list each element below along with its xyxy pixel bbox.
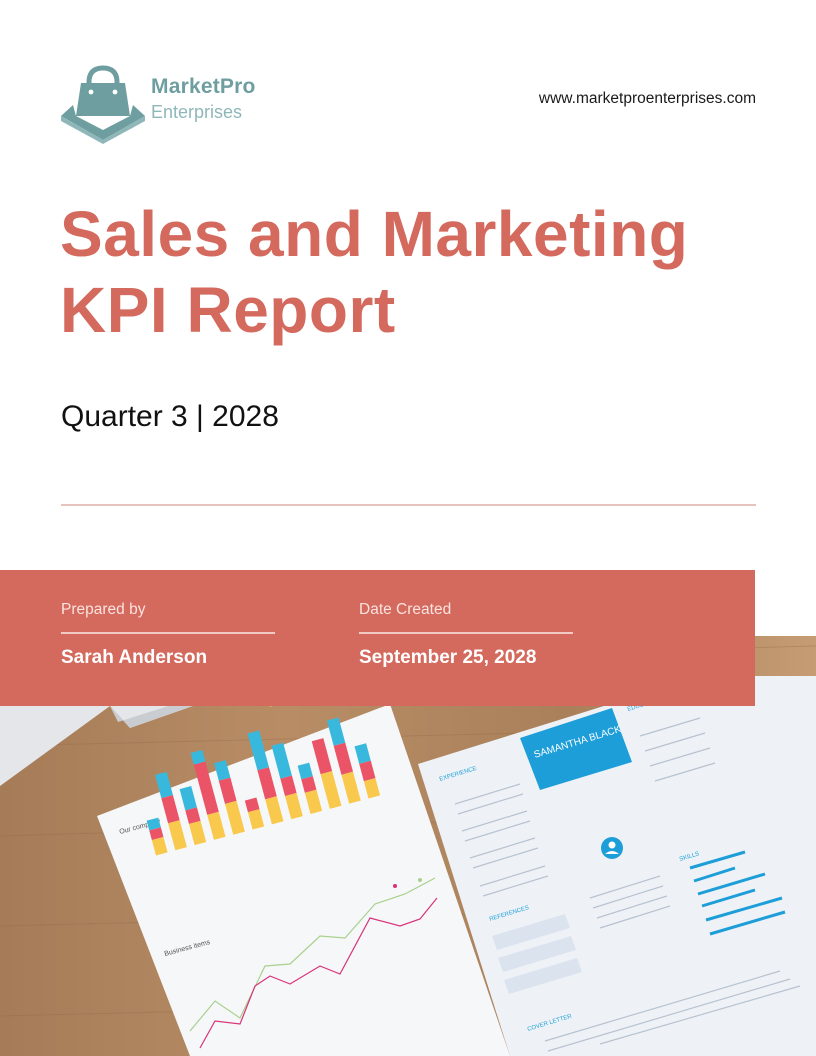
prepared-by-underline bbox=[61, 632, 275, 634]
brand-name: MarketPro bbox=[151, 75, 256, 98]
shopping-bag-icon bbox=[61, 65, 145, 144]
header: MarketPro Enterprises www.marketproenter… bbox=[60, 58, 756, 148]
desk-photo: Our company Business items SAMANTHA BLAC… bbox=[0, 636, 816, 1056]
right-resume-sheet: SAMANTHA BLACK EXPERIENCE SKILLS REFEREN… bbox=[418, 676, 816, 1056]
report-title-line-1: Sales and Marketing bbox=[60, 198, 689, 270]
report-title: Sales and Marketing KPI Report bbox=[60, 196, 760, 348]
left-report-sheet: Our company Business items bbox=[97, 692, 510, 1056]
prepared-by-label: Prepared by bbox=[61, 601, 146, 618]
website-link[interactable]: www.marketproenterprises.com bbox=[538, 90, 756, 107]
report-period: Quarter 3 | 2028 bbox=[61, 400, 279, 433]
date-created-value: September 25, 2028 bbox=[359, 647, 537, 668]
date-created-field: Date Created September 25, 2028 bbox=[359, 601, 573, 669]
report-title-line-2: KPI Report bbox=[60, 274, 396, 346]
prepared-by-value: Sarah Anderson bbox=[61, 647, 208, 668]
divider bbox=[61, 504, 756, 506]
resume-section-skills: SKILLS bbox=[679, 851, 700, 863]
report-info-banner: Prepared by Sarah Anderson Date Created … bbox=[0, 570, 755, 706]
date-created-underline bbox=[359, 632, 573, 634]
prepared-by-field: Prepared by Sarah Anderson bbox=[61, 601, 275, 669]
brand-subtitle: Enterprises bbox=[151, 102, 243, 122]
date-created-label: Date Created bbox=[359, 601, 452, 618]
